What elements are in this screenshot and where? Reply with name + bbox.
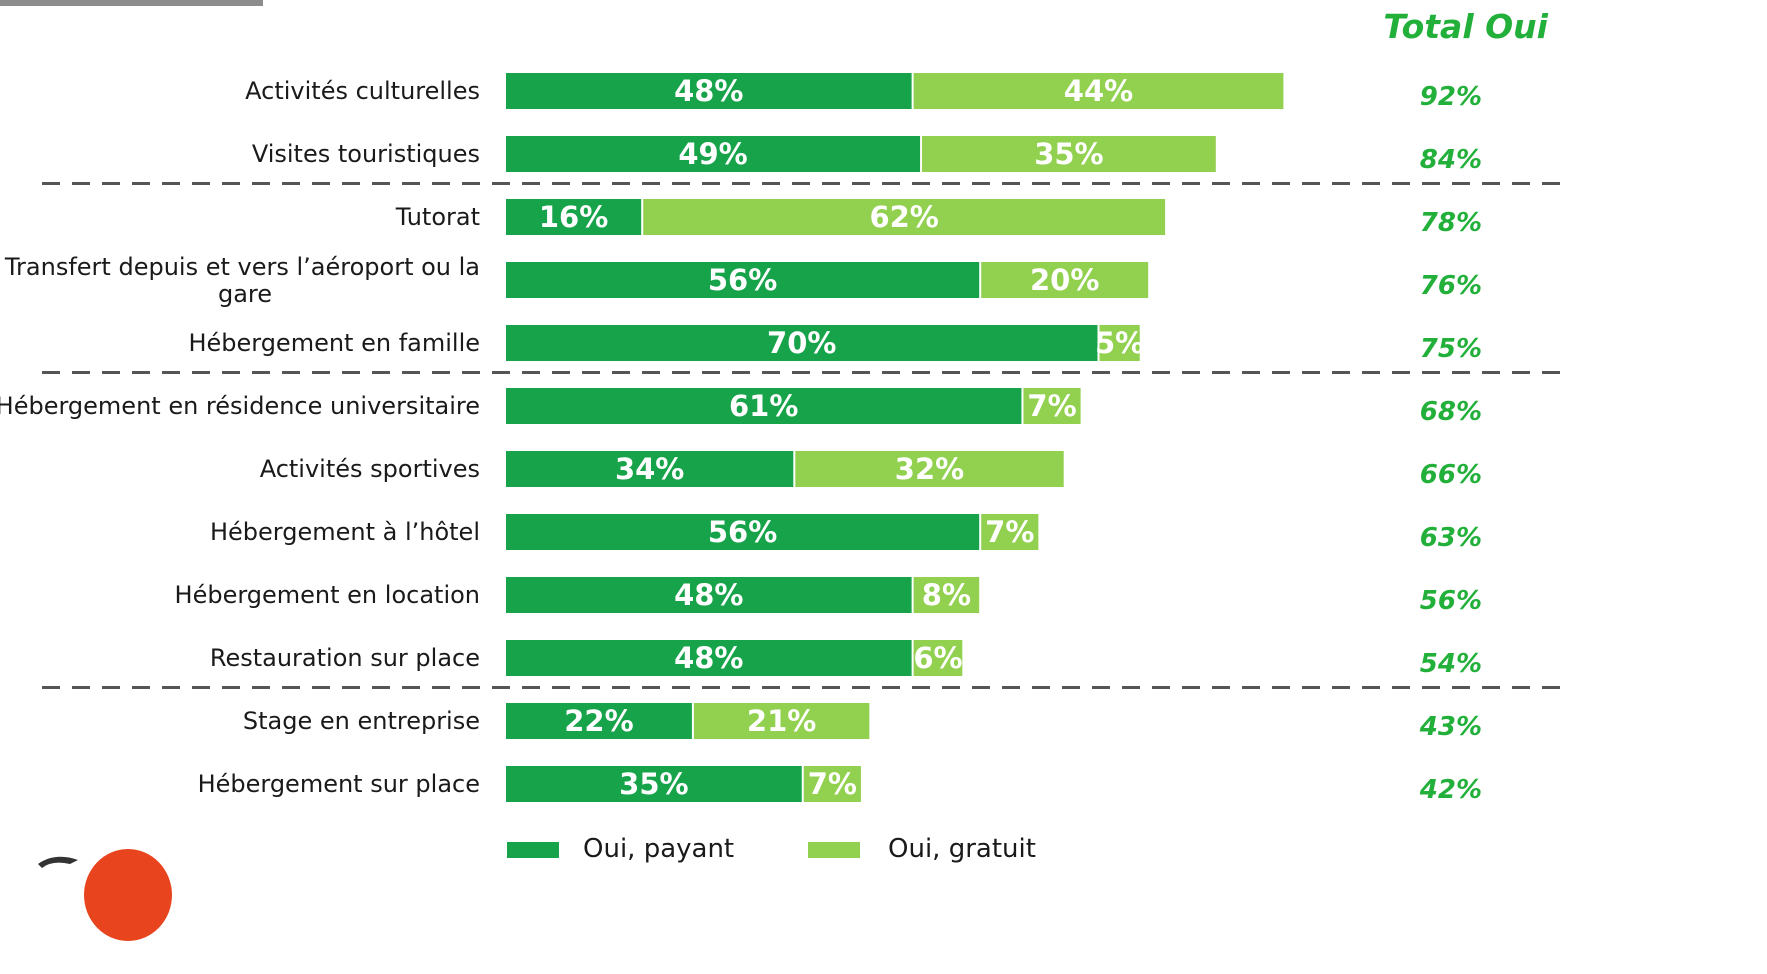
category-label: Transfert depuis et vers l’aéroport ou l… [4, 253, 480, 308]
total-value-label: 43% [1419, 712, 1482, 742]
bar-value-label: 35% [619, 767, 688, 801]
total-labels: 92% 84% 78% 76% 75% 68% 66% 63% 56% 54% 43% 42% [1419, 82, 1482, 805]
bar-value-label: 44% [1064, 74, 1133, 108]
legend-swatch-gratuit [808, 842, 860, 858]
bar-value-label: 61% [729, 389, 798, 423]
bar-value-label: 5% [1095, 326, 1144, 360]
logo [38, 849, 172, 941]
total-value-label: 68% [1420, 397, 1482, 427]
bar-value-label: 56% [708, 263, 777, 297]
bar-value-label: 16% [539, 200, 608, 234]
bar-value-label: 48% [674, 74, 743, 108]
bar-value-label: 7% [1027, 389, 1076, 423]
bar-segment-payant [506, 199, 642, 235]
header-strip [0, 0, 263, 6]
bar-segment-gratuit [795, 451, 1064, 487]
category-label: Visites touristiques [252, 140, 480, 168]
bars: 48% 44% 49% 35% 16% 62% 56% 20% 70% 5% 61% 7% 34% 32%… [506, 73, 1284, 802]
category-label: Hébergement en location [175, 581, 480, 609]
category-labels: Activités culturelles Visites touristique… [0, 77, 480, 798]
legend: Oui, payant Oui, gratuit [507, 834, 1036, 864]
bar-segment-gratuit [913, 73, 1284, 109]
bar-segment-payant [506, 766, 802, 802]
total-value-label: 78% [1420, 208, 1482, 238]
total-value-label: 56% [1420, 586, 1482, 616]
category-label: Activités sportives [260, 455, 480, 483]
category-label: Restauration sur place [210, 644, 480, 672]
total-value-label: 63% [1420, 523, 1482, 553]
bar-segment-gratuit [693, 703, 870, 739]
bar-value-label: 70% [767, 326, 836, 360]
bar-segment-payant [506, 577, 912, 613]
bar-value-label: 7% [985, 515, 1034, 549]
total-value-label: 42% [1419, 775, 1482, 805]
bar-value-label: 49% [678, 137, 747, 171]
total-value-label: 66% [1420, 460, 1482, 490]
bar-segment-payant [506, 262, 980, 298]
bar-segment-gratuit [922, 136, 1216, 172]
bar-value-label: 48% [674, 641, 743, 675]
legend-label-payant: Oui, payant [583, 834, 734, 864]
bar-segment-payant [506, 388, 1022, 424]
category-label: Activités culturelles [245, 77, 480, 105]
bar-segment-gratuit [981, 514, 1039, 550]
category-label: Hébergement en famille [188, 329, 480, 357]
category-label: Hébergement en résidence universitaire [0, 392, 480, 420]
logo-red-shape [84, 849, 172, 941]
bar-segment-gratuit [643, 199, 1166, 235]
bar-value-label: 62% [869, 200, 938, 234]
total-header: Total Oui [1383, 7, 1548, 46]
total-value-label: 76% [1420, 271, 1482, 301]
bar-segment-gratuit [1099, 325, 1140, 361]
bar-value-label: 21% [747, 704, 816, 738]
logo-dark-shape [38, 856, 78, 868]
legend-swatch-payant [507, 842, 559, 858]
bar-segment-gratuit [981, 262, 1149, 298]
bar-segment-payant [506, 703, 692, 739]
bar-value-label: 48% [674, 578, 743, 612]
bar-segment-gratuit [803, 766, 861, 802]
separators [42, 182, 1560, 689]
bar-value-label: 6% [913, 641, 962, 675]
total-value-label: 54% [1420, 649, 1482, 679]
bar-segment-gratuit [913, 640, 963, 676]
bar-value-label: 56% [708, 515, 777, 549]
total-value-label: 84% [1420, 145, 1482, 175]
bar-segment-payant [506, 325, 1098, 361]
bar-segment-payant [506, 136, 921, 172]
bar-value-label: 8% [922, 578, 971, 612]
bar-value-label: 32% [895, 452, 964, 486]
bar-segment-payant [506, 640, 912, 676]
category-label-line: Transfert depuis et vers l’aéroport ou l… [4, 253, 480, 281]
bar-value-label: 34% [615, 452, 684, 486]
total-value-label: 75% [1420, 334, 1482, 364]
category-label: Stage en entreprise [243, 707, 480, 735]
category-label: Hébergement à l’hôtel [210, 518, 480, 546]
bar-value-label: 20% [1030, 263, 1099, 297]
category-label: Tutorat [395, 203, 480, 231]
legend-label-gratuit: Oui, gratuit [888, 834, 1036, 864]
bar-segment-gratuit [913, 577, 980, 613]
bar-value-label: 22% [564, 704, 633, 738]
bar-segment-payant [506, 514, 980, 550]
bar-value-label: 35% [1034, 137, 1103, 171]
bar-segment-payant [506, 451, 794, 487]
bar-value-label: 7% [808, 767, 857, 801]
category-label: Hébergement sur place [198, 770, 480, 798]
bar-segment-payant [506, 73, 912, 109]
bar-segment-gratuit [1023, 388, 1081, 424]
category-label-line: gare [218, 280, 272, 308]
total-value-label: 92% [1420, 82, 1482, 112]
